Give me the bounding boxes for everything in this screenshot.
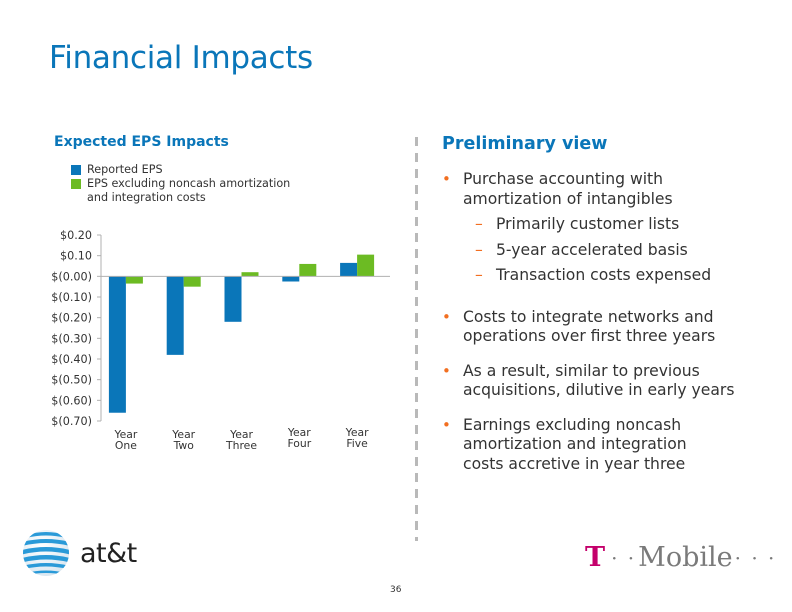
sub-bullet-dash: – (475, 266, 483, 284)
bar-excluding-1 (125, 276, 143, 284)
tmobile-dots-left: · · (611, 545, 637, 570)
legend-label-line2: and integration costs (87, 191, 206, 204)
sub-bullet-item: – Transaction costs expensed (442, 266, 782, 286)
legend-label-line1: EPS excluding noncash amortization (87, 177, 291, 190)
legend-swatch-excluding (71, 179, 81, 189)
legend-label-reported: Reported EPS (87, 163, 163, 176)
bullet-line: operations over first three years (463, 327, 716, 345)
y-tick-label: $(0.60) (51, 394, 92, 407)
bullet-list: • Purchase accounting with amortization … (442, 170, 782, 489)
bullet-line: costs accretive in year three (463, 454, 686, 473)
sub-bullet-text: Transaction costs expensed (496, 266, 712, 284)
y-tick-label: $0.10 (60, 250, 92, 263)
bullet-dot: • (442, 170, 451, 188)
legend-swatch-reported (71, 165, 81, 175)
y-tick-label: $(0.20) (51, 312, 92, 325)
legend-item-excluding: EPS excluding noncash amortization and i… (71, 177, 290, 205)
sub-bullet-dash: – (475, 240, 483, 259)
bar-reported-1 (108, 276, 126, 413)
x-tick-label: Year (113, 428, 137, 441)
bar-reported-5 (340, 262, 358, 277)
bullet-line: As a result, similar to previous (463, 361, 700, 380)
tmobile-t-mark: T (585, 542, 606, 573)
bullet-item: • Purchase accounting with amortization … (442, 170, 782, 209)
legend-label-excluding: EPS excluding noncash amortization and i… (87, 177, 290, 205)
bullet-text: Earnings excluding noncash amortization … (463, 416, 687, 475)
att-wordmark: at&t (80, 537, 137, 569)
bullet-item: • Earnings excluding noncash amortizatio… (442, 416, 782, 475)
x-tick-label: Year (229, 428, 253, 441)
bullet-dot: • (442, 361, 451, 380)
x-tick-label: Three (225, 439, 257, 452)
sub-bullet-item: – Primarily customer lists (442, 215, 782, 235)
bar-reported-2 (166, 276, 184, 355)
att-globe-icon (23, 530, 69, 576)
bar-excluding-2 (183, 276, 201, 287)
x-tick-label: Year (171, 428, 195, 441)
preliminary-view-heading: Preliminary view (442, 134, 608, 154)
legend-item-reported: Reported EPS (71, 163, 290, 177)
bullet-item: • Costs to integrate networks and operat… (442, 308, 782, 347)
y-tick-label: $(0.30) (51, 332, 92, 345)
bullet-line: Costs to integrate networks and (463, 307, 714, 326)
bullet-line: amortization and integration (463, 435, 687, 453)
bullet-line: acquisitions, dilutive in early years (463, 381, 735, 399)
chart-legend: Reported EPS EPS excluding noncash amort… (71, 163, 290, 205)
bullet-line: amortization of intangibles (463, 189, 673, 208)
bullet-text: Purchase accounting with amortization of… (463, 170, 673, 209)
panel-divider (415, 137, 418, 541)
bullet-text: As a result, similar to previous acquisi… (463, 362, 734, 401)
x-tick-label: Four (287, 437, 311, 450)
bar-excluding-3 (241, 272, 259, 277)
x-tick-label: Five (346, 437, 368, 450)
y-tick-label: $(0.70) (51, 415, 92, 428)
bar-reported-4 (282, 276, 300, 282)
y-tick-label: $(0.40) (51, 353, 92, 366)
bullet-item: • As a result, similar to previous acqui… (442, 362, 782, 401)
bullet-line: Earnings excluding noncash (463, 415, 682, 434)
tmobile-dots-right: · · · (734, 545, 777, 570)
bullet-dot: • (442, 415, 451, 434)
x-tick-label: Year (287, 426, 311, 439)
page-number: 36 (390, 585, 402, 595)
y-tick-label: $(0.10) (51, 291, 92, 304)
x-tick-label: One (115, 439, 137, 452)
bar-excluding-4 (299, 263, 317, 277)
sub-bullet-list: – Primarily customer lists – 5-year acce… (442, 215, 782, 286)
bar-reported-3 (224, 276, 242, 322)
y-tick-label: $(0.00) (51, 270, 92, 283)
sub-bullet-text: Primarily customer lists (496, 215, 680, 233)
x-tick-label: Year (345, 426, 369, 439)
slide-title: Financial Impacts (49, 40, 313, 76)
bullet-line: Purchase accounting with (463, 170, 664, 188)
chart-title: Expected EPS Impacts (54, 134, 229, 150)
bullet-dot: • (442, 307, 451, 326)
bar-excluding-5 (357, 254, 375, 277)
att-logo: at&t (22, 529, 137, 577)
y-tick-label: $(0.50) (51, 374, 92, 387)
tmobile-logo: T · · Mobile · · · (585, 542, 776, 573)
sub-bullet-item: – 5-year accelerated basis (442, 241, 782, 261)
y-tick-label: $0.20 (60, 229, 92, 242)
tmobile-wordmark: Mobile (638, 542, 733, 573)
x-tick-label: Two (173, 439, 195, 452)
bullet-text: Costs to integrate networks and operatio… (463, 308, 715, 347)
sub-bullet-text: 5-year accelerated basis (496, 240, 688, 259)
sub-bullet-dash: – (475, 215, 483, 233)
